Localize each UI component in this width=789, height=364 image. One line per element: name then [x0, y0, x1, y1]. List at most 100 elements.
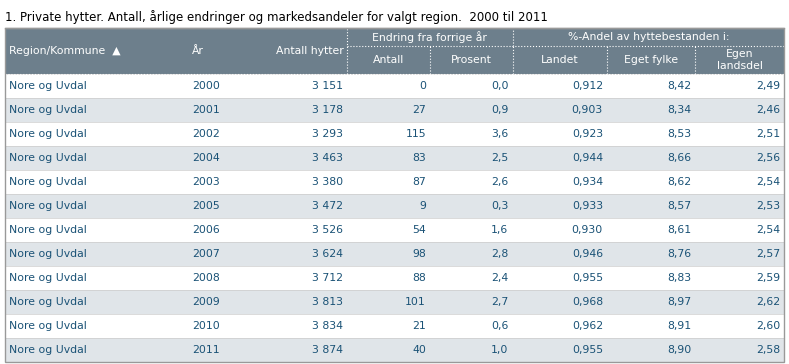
Text: Nore og Uvdal: Nore og Uvdal	[9, 81, 87, 91]
Text: 0,923: 0,923	[572, 129, 603, 139]
Text: Eget fylke: Eget fylke	[624, 55, 679, 65]
Text: 101: 101	[406, 297, 426, 307]
Text: Nore og Uvdal: Nore og Uvdal	[9, 249, 87, 259]
Text: Antall: Antall	[373, 55, 404, 65]
Text: 2,57: 2,57	[756, 249, 780, 259]
Text: 87: 87	[412, 177, 426, 187]
Text: 2010: 2010	[192, 321, 219, 331]
Text: Antall hytter: Antall hytter	[275, 46, 343, 56]
Text: 2006: 2006	[192, 225, 219, 235]
Text: 115: 115	[406, 129, 426, 139]
Text: 0,946: 0,946	[572, 249, 603, 259]
Text: 2,8: 2,8	[492, 249, 509, 259]
Bar	[5, 146, 784, 170]
Text: 2,58: 2,58	[756, 345, 780, 355]
Text: Region/Kommune  ▲: Region/Kommune ▲	[9, 46, 121, 56]
Text: 2,4: 2,4	[492, 273, 509, 283]
Text: 0,962: 0,962	[572, 321, 603, 331]
Text: 2,54: 2,54	[756, 177, 780, 187]
Text: 27: 27	[412, 105, 426, 115]
Bar	[5, 170, 784, 194]
Text: 3 813: 3 813	[312, 297, 343, 307]
Text: 2001: 2001	[192, 105, 219, 115]
Text: 0,934: 0,934	[572, 177, 603, 187]
Text: 3 526: 3 526	[312, 225, 343, 235]
Text: %-Andel av hyttebestanden i:: %-Andel av hyttebestanden i:	[567, 32, 729, 42]
Text: 3 712: 3 712	[312, 273, 343, 283]
Bar	[5, 122, 784, 146]
Text: 8,57: 8,57	[667, 201, 691, 211]
Text: 3 151: 3 151	[312, 81, 343, 91]
Text: 21: 21	[412, 321, 426, 331]
Text: 0: 0	[419, 81, 426, 91]
Text: Nore og Uvdal: Nore og Uvdal	[9, 321, 87, 331]
Text: Nore og Uvdal: Nore og Uvdal	[9, 297, 87, 307]
Text: 1,6: 1,6	[492, 225, 509, 235]
Text: 2002: 2002	[192, 129, 219, 139]
Text: 2,7: 2,7	[492, 297, 509, 307]
Text: 88: 88	[412, 273, 426, 283]
Text: 8,91: 8,91	[667, 321, 691, 331]
Text: 3 472: 3 472	[312, 201, 343, 211]
Text: 3,6: 3,6	[492, 129, 509, 139]
Text: 1. Private hytter. Antall, årlige endringer og markedsandeler for valgt region. : 1. Private hytter. Antall, årlige endrin…	[5, 10, 548, 24]
Bar	[5, 218, 784, 242]
Text: Nore og Uvdal: Nore og Uvdal	[9, 345, 87, 355]
Text: Nore og Uvdal: Nore og Uvdal	[9, 273, 87, 283]
Text: Nore og Uvdal: Nore og Uvdal	[9, 201, 87, 211]
Text: 2,59: 2,59	[756, 273, 780, 283]
Text: 98: 98	[412, 249, 426, 259]
Text: 40: 40	[412, 345, 426, 355]
Text: 2009: 2009	[192, 297, 219, 307]
Text: 9: 9	[419, 201, 426, 211]
Text: 2000: 2000	[192, 81, 220, 91]
Bar	[5, 194, 784, 218]
Text: Landet: Landet	[541, 55, 578, 65]
Text: 0,903: 0,903	[572, 105, 603, 115]
Bar	[5, 74, 784, 98]
Text: 2004: 2004	[192, 153, 219, 163]
Bar	[5, 242, 784, 266]
Text: 2,56: 2,56	[756, 153, 780, 163]
Text: Nore og Uvdal: Nore og Uvdal	[9, 105, 87, 115]
Text: 8,90: 8,90	[667, 345, 691, 355]
Text: 2,60: 2,60	[756, 321, 780, 331]
Text: 2011: 2011	[192, 345, 219, 355]
Text: 0,3: 0,3	[492, 201, 509, 211]
Text: 2005: 2005	[192, 201, 219, 211]
Text: Egen
landsdel: Egen landsdel	[716, 49, 763, 71]
Text: 83: 83	[412, 153, 426, 163]
Text: 0,912: 0,912	[572, 81, 603, 91]
Text: 2,54: 2,54	[756, 225, 780, 235]
Text: Nore og Uvdal: Nore og Uvdal	[9, 177, 87, 187]
Text: 0,968: 0,968	[572, 297, 603, 307]
Text: 2007: 2007	[192, 249, 219, 259]
Text: Prosent: Prosent	[451, 55, 492, 65]
Text: 8,53: 8,53	[667, 129, 691, 139]
Text: 3 624: 3 624	[312, 249, 343, 259]
Text: Nore og Uvdal: Nore og Uvdal	[9, 129, 87, 139]
Text: 0,9: 0,9	[492, 105, 509, 115]
Text: 2,53: 2,53	[756, 201, 780, 211]
Bar	[5, 338, 784, 362]
Text: 2,6: 2,6	[492, 177, 509, 187]
Text: 3 463: 3 463	[312, 153, 343, 163]
Text: 3 874: 3 874	[312, 345, 343, 355]
Text: 0,6: 0,6	[492, 321, 509, 331]
Text: 2,62: 2,62	[756, 297, 780, 307]
Bar	[5, 314, 784, 338]
Bar	[5, 98, 784, 122]
Text: 8,61: 8,61	[667, 225, 691, 235]
Text: Endring fra forrige år: Endring fra forrige år	[372, 31, 488, 43]
Text: Nore og Uvdal: Nore og Uvdal	[9, 225, 87, 235]
Text: 0,0: 0,0	[491, 81, 509, 91]
Text: 8,62: 8,62	[667, 177, 691, 187]
Text: Nore og Uvdal: Nore og Uvdal	[9, 153, 87, 163]
Text: 3 834: 3 834	[312, 321, 343, 331]
Text: 0,955: 0,955	[572, 273, 603, 283]
Bar	[5, 28, 784, 74]
Text: 8,97: 8,97	[667, 297, 691, 307]
Text: 3 380: 3 380	[312, 177, 343, 187]
Bar	[5, 290, 784, 314]
Text: 0,933: 0,933	[572, 201, 603, 211]
